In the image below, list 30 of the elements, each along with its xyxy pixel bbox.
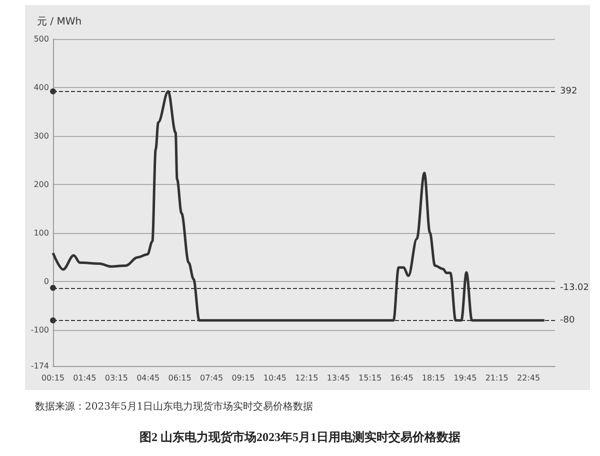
x-tick-label: 03:15 — [104, 374, 128, 382]
x-tick-label: 21:15 — [485, 374, 508, 382]
x-tick-label: 15:15 — [358, 374, 382, 382]
x-tick-label: 13:45 — [326, 374, 350, 382]
y-tick-label: 300 — [34, 132, 49, 141]
x-tick-label: 12:15 — [295, 374, 318, 382]
y-tick-label: -100 — [30, 326, 49, 335]
y-tick-label: 200 — [34, 180, 49, 190]
ref-line-label: -13.02 — [560, 282, 590, 293]
x-tick-label: 04:45 — [136, 374, 160, 382]
y-axis-title: 元 / MWh — [37, 16, 82, 28]
x-tick-label: 07:45 — [200, 374, 224, 382]
ref-line-label: 392 — [560, 86, 578, 96]
x-tick-label: 22:45 — [517, 374, 540, 382]
y-tick-label: 400 — [34, 83, 49, 92]
x-tick-label: 01:45 — [73, 374, 96, 382]
x-tick-label: 16:45 — [390, 374, 414, 382]
x-tick-label: 18:15 — [422, 374, 445, 382]
x-tick-label: 09:15 — [232, 374, 255, 382]
x-tick-label: 19:45 — [454, 374, 477, 382]
y-tick-label: 500 — [34, 34, 49, 44]
x-tick-label: 06:15 — [168, 374, 192, 382]
y-tick-label: 100 — [34, 228, 49, 238]
source-note: 数据来源：2023年5月1日山东电力现货市场实时交易价格数据 — [35, 400, 314, 412]
x-tick-label: 00:15 — [41, 374, 65, 382]
ref-line-label: -80 — [560, 315, 575, 326]
y-tick-label: -174 — [30, 362, 49, 370]
y-tick-label: 0 — [44, 277, 49, 286]
text: 图2 山东电力现货市场2023年5月1日用电测实时交易价格数据 — [140, 430, 460, 444]
x-tick-label: 10:45 — [263, 374, 286, 382]
